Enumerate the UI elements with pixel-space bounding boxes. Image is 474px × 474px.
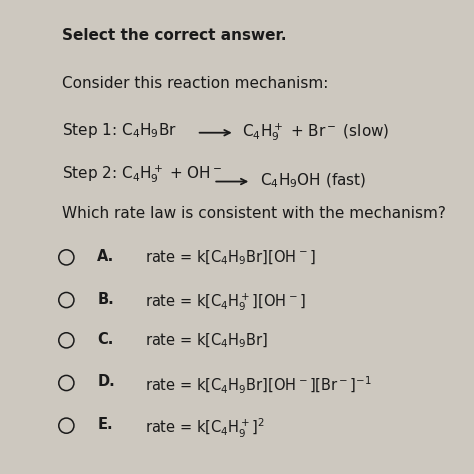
Text: E.: E. bbox=[97, 417, 113, 432]
Text: D.: D. bbox=[97, 374, 115, 390]
Text: rate = k$\mathregular{[C_4H_9Br][OH^-]}$: rate = k$\mathregular{[C_4H_9Br][OH^-]}$ bbox=[145, 249, 315, 267]
Text: $\mathregular{C_4H_9OH}$ (fast): $\mathregular{C_4H_9OH}$ (fast) bbox=[260, 172, 366, 191]
Text: rate = k$\mathregular{[C_4H_9^+][OH^-]}$: rate = k$\mathregular{[C_4H_9^+][OH^-]}$ bbox=[145, 292, 305, 313]
Text: rate = k$\mathregular{[C_4H_9^+]^2}$: rate = k$\mathregular{[C_4H_9^+]^2}$ bbox=[145, 417, 265, 440]
Text: Consider this reaction mechanism:: Consider this reaction mechanism: bbox=[62, 76, 328, 91]
Text: C.: C. bbox=[97, 332, 114, 347]
Text: rate = k$\mathregular{[C_4H_9Br]}$: rate = k$\mathregular{[C_4H_9Br]}$ bbox=[145, 332, 268, 350]
Text: rate = k$\mathregular{[C_4H_9Br][OH^-][Br^-]^{-1}}$: rate = k$\mathregular{[C_4H_9Br][OH^-][B… bbox=[145, 374, 371, 396]
Text: B.: B. bbox=[97, 292, 114, 307]
Text: A.: A. bbox=[97, 249, 114, 264]
Text: Step 1: $\mathregular{C_4H_9Br}$: Step 1: $\mathregular{C_4H_9Br}$ bbox=[62, 121, 177, 140]
Text: Which rate law is consistent with the mechanism?: Which rate law is consistent with the me… bbox=[62, 206, 446, 221]
Text: Select the correct answer.: Select the correct answer. bbox=[62, 28, 286, 44]
Text: $\mathregular{C_4H_9^+}$ + $\mathregular{Br^-}$ (slow): $\mathregular{C_4H_9^+}$ + $\mathregular… bbox=[242, 121, 389, 143]
Text: Step 2: $\mathregular{C_4H_9^+}$ + $\mathregular{OH^-}$: Step 2: $\mathregular{C_4H_9^+}$ + $\mat… bbox=[62, 164, 222, 185]
